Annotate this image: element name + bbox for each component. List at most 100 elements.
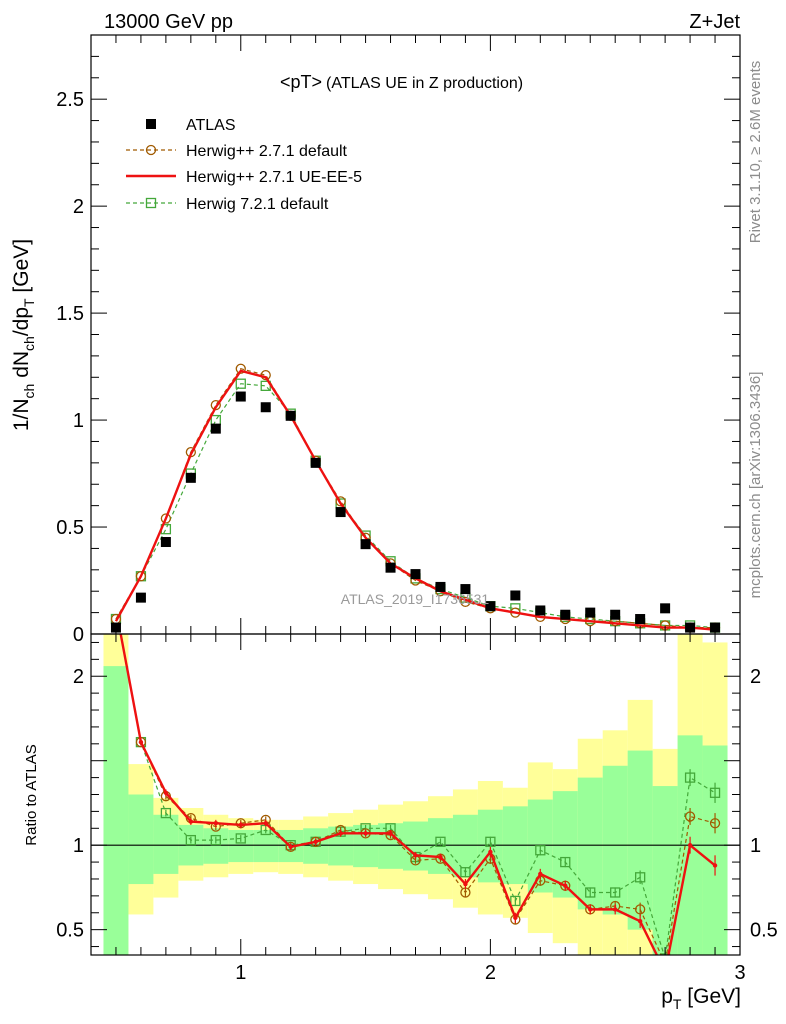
- y-tick-label: 1.5: [56, 303, 84, 325]
- ratio-point: [513, 915, 518, 921]
- ratio-y-tick-label-right: 2: [750, 666, 761, 688]
- ratio-point: [163, 790, 169, 796]
- main-series-line: [115, 383, 716, 629]
- legend-marker: [145, 144, 157, 156]
- legend: ATLAS Herwig++ 2.7.1 default Herwig++ 2.7.…: [126, 117, 362, 213]
- ratio-point: [485, 836, 496, 847]
- inner-band-bin: [702, 745, 728, 955]
- atlas-data-point: [535, 605, 546, 616]
- ratio-point: [210, 834, 221, 846]
- inner-band-bin: [253, 829, 279, 863]
- atlas-data-point: [385, 562, 396, 573]
- atlas-data-point: [510, 590, 521, 601]
- ratio-point: [488, 849, 493, 855]
- inner-band-bin: [552, 791, 578, 898]
- process-label: Z+Jet: [689, 11, 740, 33]
- ratio-point: [235, 833, 246, 844]
- inner-band-bin: [153, 814, 179, 874]
- ratio-point: [460, 867, 471, 878]
- ratio-point: [563, 883, 568, 888]
- ratio-point: [111, 604, 120, 613]
- main-plot-series: [110, 363, 721, 633]
- x-axis-label-text: pT [GeV]: [661, 985, 741, 1012]
- x-tick-label: 2: [485, 962, 496, 984]
- ratio-point: [288, 844, 293, 850]
- ratio-plot-area: [91, 604, 740, 974]
- ratio-point: [712, 863, 718, 868]
- y-tick-label: 0: [73, 624, 84, 646]
- ratio-point: [111, 604, 120, 613]
- ratio-point: [684, 811, 696, 822]
- x-tick-label: 3: [734, 962, 745, 984]
- atlas-data-point: [460, 584, 471, 595]
- x-axis-label: pT [GeV]: [661, 985, 741, 1012]
- inner-band-bin: [128, 794, 154, 885]
- atlas-data-point: [485, 601, 496, 612]
- ratio-point: [438, 854, 443, 860]
- inner-band-bin: [627, 750, 653, 930]
- axes: 1 2 3 0 0.5 1 1.5 2 2.5 0.5 0.5 1 1 2 2: [56, 34, 778, 984]
- ratio-point: [114, 606, 118, 610]
- ratio-point: [160, 807, 172, 819]
- ratio-y-tick-label-right: 0.5: [750, 920, 778, 942]
- atlas-data-point: [410, 569, 421, 580]
- legend-marker: [146, 119, 156, 129]
- atlas-data-point: [235, 391, 246, 402]
- ratio-point: [709, 818, 721, 829]
- legend-label: Herwig++ 2.7.1 UE-EE-5: [186, 169, 362, 186]
- mcplots-label: mcplots.cern.ch [arXiv:1306.3436]: [747, 372, 764, 599]
- ratio-point: [709, 787, 721, 798]
- atlas-data-point: [135, 592, 146, 603]
- main-point: [135, 571, 147, 582]
- inner-band-bin: [228, 829, 254, 863]
- atlas-data-point: [560, 609, 571, 620]
- atlas-data-point: [310, 457, 321, 468]
- main-title: <pT> (ATLAS UE in Z production): [280, 72, 523, 92]
- ratio-point: [313, 839, 318, 845]
- ratio-y-tick-label-left: 1: [73, 835, 84, 857]
- ratio-point: [687, 842, 693, 848]
- legend-marker: [145, 197, 157, 209]
- watermark: ATLAS_2019_I1736531: [341, 591, 490, 607]
- ratio-y-axis-label: Ratio to ATLAS: [23, 744, 40, 845]
- main-point: [335, 496, 346, 507]
- atlas-data-point: [335, 507, 346, 518]
- y-tick-label: 1: [73, 410, 84, 432]
- atlas-data-point: [285, 410, 296, 421]
- energy-label: 13000 GeV pp: [104, 11, 233, 33]
- y-axis-label: 1/Nch dNch/dpT [GeV]: [10, 239, 37, 431]
- legend-label: ATLAS: [186, 117, 236, 134]
- main-point: [235, 363, 246, 374]
- ratio-point: [663, 970, 667, 974]
- ratio-point: [188, 819, 194, 824]
- ratio-point: [338, 831, 343, 836]
- atlas-data-point: [260, 402, 271, 413]
- main-series-line: [115, 368, 716, 629]
- ratio-point: [185, 834, 196, 846]
- ratio-point: [435, 836, 446, 847]
- ratio-point: [661, 959, 670, 968]
- ratio-point: [535, 845, 546, 856]
- ratio-y-tick-label-right: 1: [750, 835, 761, 857]
- x-tick-label: 1: [235, 962, 246, 984]
- ratio-point: [413, 853, 418, 858]
- inner-band-bin: [103, 666, 129, 955]
- ratio-point: [238, 822, 243, 828]
- ratio-y-tick-label-left: 0.5: [56, 920, 84, 942]
- ratio-point: [510, 895, 521, 907]
- ratio-point: [213, 821, 219, 826]
- ratio-point: [637, 919, 643, 924]
- atlas-data-point: [585, 607, 596, 618]
- ratio-point: [684, 772, 696, 783]
- ratio-point: [610, 887, 621, 898]
- ratio-point: [635, 904, 646, 915]
- atlas-data-point: [360, 539, 371, 550]
- ratio-point: [538, 871, 543, 877]
- ratio-uncertainty-bands: [103, 634, 728, 955]
- atlas-data-point: [660, 603, 671, 614]
- ratio-point: [635, 872, 646, 883]
- y-tick-label: 2.5: [56, 89, 84, 111]
- ratio-point: [560, 856, 571, 868]
- ratio-y-tick-label-left: 2: [73, 666, 84, 688]
